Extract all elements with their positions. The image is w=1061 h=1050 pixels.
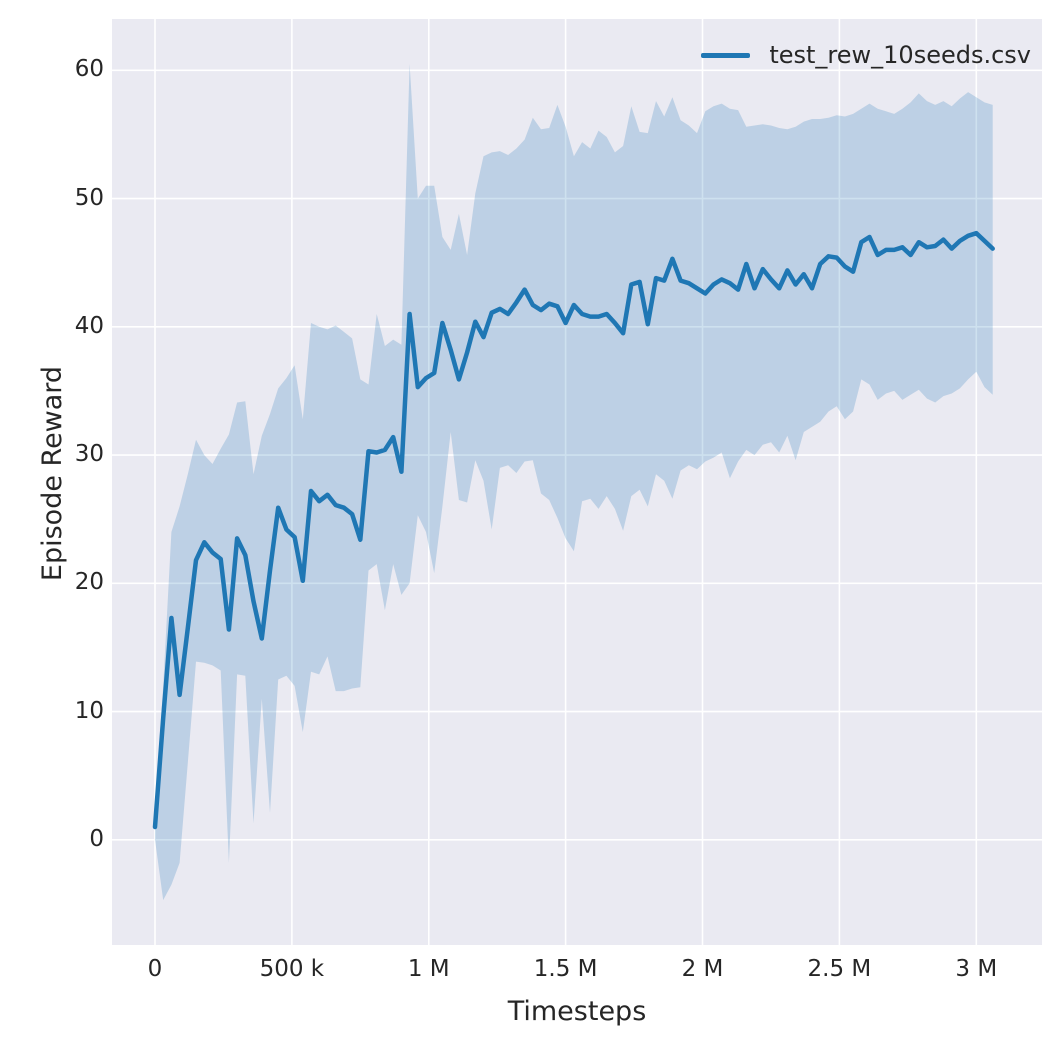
x-axis-label: Timesteps bbox=[507, 996, 647, 1027]
x-tick-label: 1.5 M bbox=[533, 956, 598, 982]
x-tick-label: 2 M bbox=[681, 956, 724, 982]
y-tick-label: 40 bbox=[74, 312, 104, 339]
legend-label: test_rew_10seeds.csv bbox=[769, 41, 1031, 69]
y-tick-label: 0 bbox=[89, 825, 104, 852]
x-tick-label: 1 M bbox=[407, 956, 450, 982]
legend: test_rew_10seeds.csv bbox=[701, 41, 1031, 69]
y-tick-label: 60 bbox=[74, 56, 104, 83]
confidence-band bbox=[155, 63, 993, 901]
y-tick-label: 50 bbox=[74, 184, 104, 211]
x-tick-label: 3 M bbox=[955, 956, 998, 982]
x-tick-label: 0 bbox=[147, 956, 163, 982]
y-tick-label: 10 bbox=[74, 697, 104, 724]
y-tick-label: 30 bbox=[74, 441, 104, 468]
x-tick-label: 2.5 M bbox=[807, 956, 872, 982]
y-tick-label: 20 bbox=[74, 569, 104, 596]
mean-line bbox=[152, 230, 995, 830]
plot-area bbox=[112, 19, 1042, 945]
legend-line-sample bbox=[701, 52, 751, 58]
y-axis-label: Episode Reward bbox=[37, 365, 68, 582]
x-tick-label: 500 k bbox=[259, 956, 325, 982]
axes-background bbox=[112, 19, 1042, 945]
chart-svg bbox=[112, 19, 1042, 945]
